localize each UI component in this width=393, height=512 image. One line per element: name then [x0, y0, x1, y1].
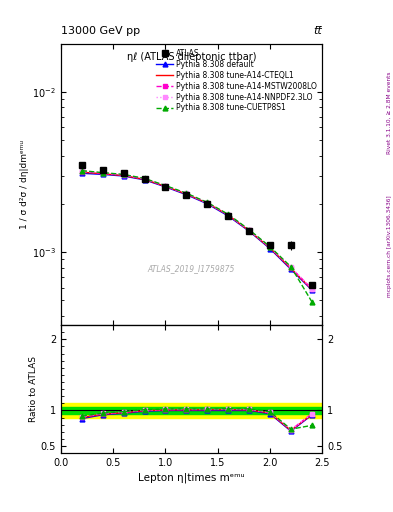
Pythia 8.308 tune-A14-CTEQL1: [205, 200, 209, 206]
Bar: [61, 403, 322, 418]
Pythia 8.308 default: [79, 170, 84, 176]
Pythia 8.308 default: [205, 201, 209, 207]
Pythia 8.308 tune-A14-CTEQL1: [142, 176, 147, 182]
Pythia 8.308 tune-A14-NNPDF2.3LO: [247, 227, 252, 233]
Text: ATLAS_2019_I1759875: ATLAS_2019_I1759875: [148, 264, 235, 273]
Pythia 8.308 tune-A14-MSTW2008LO: [121, 172, 126, 178]
Pythia 8.308 tune-A14-MSTW2008LO: [288, 265, 293, 271]
Pythia 8.308 tune-CUETP8S1: [268, 244, 272, 250]
Pythia 8.308 tune-A14-NNPDF2.3LO: [100, 170, 105, 176]
Text: ηℓ (ATLAS dileptonic ttbar): ηℓ (ATLAS dileptonic ttbar): [127, 52, 256, 62]
Pythia 8.308 tune-A14-NNPDF2.3LO: [142, 176, 147, 182]
Legend: ATLAS, Pythia 8.308 default, Pythia 8.308 tune-A14-CTEQL1, Pythia 8.308 tune-A14: ATLAS, Pythia 8.308 default, Pythia 8.30…: [155, 47, 318, 114]
Text: mcplots.cern.ch [arXiv:1306.3436]: mcplots.cern.ch [arXiv:1306.3436]: [387, 195, 392, 296]
Text: tt̅: tt̅: [314, 27, 322, 36]
Text: Rivet 3.1.10, ≥ 2.8M events: Rivet 3.1.10, ≥ 2.8M events: [387, 71, 392, 154]
Line: Pythia 8.308 tune-A14-NNPDF2.3LO: Pythia 8.308 tune-A14-NNPDF2.3LO: [80, 169, 314, 290]
Pythia 8.308 default: [100, 172, 105, 178]
Pythia 8.308 tune-A14-CTEQL1: [184, 191, 189, 197]
Pythia 8.308 tune-A14-MSTW2008LO: [226, 211, 231, 218]
Pythia 8.308 tune-A14-NNPDF2.3LO: [205, 200, 209, 206]
Pythia 8.308 tune-CUETP8S1: [79, 167, 84, 174]
Pythia 8.308 default: [288, 266, 293, 272]
Pythia 8.308 tune-CUETP8S1: [309, 298, 314, 305]
Pythia 8.308 tune-CUETP8S1: [163, 182, 168, 188]
Pythia 8.308 default: [184, 191, 189, 198]
Pythia 8.308 default: [163, 184, 168, 190]
Pythia 8.308 tune-A14-NNPDF2.3LO: [163, 183, 168, 189]
Pythia 8.308 tune-A14-CTEQL1: [79, 169, 84, 175]
Pythia 8.308 default: [268, 246, 272, 252]
Pythia 8.308 tune-CUETP8S1: [142, 175, 147, 181]
Pythia 8.308 tune-A14-MSTW2008LO: [163, 183, 168, 189]
Pythia 8.308 default: [226, 213, 231, 219]
Pythia 8.308 tune-CUETP8S1: [205, 199, 209, 205]
Pythia 8.308 tune-CUETP8S1: [121, 172, 126, 178]
Pythia 8.308 tune-A14-MSTW2008LO: [184, 190, 189, 197]
Pythia 8.308 tune-A14-NNPDF2.3LO: [226, 211, 231, 218]
Pythia 8.308 tune-A14-CTEQL1: [309, 286, 314, 292]
Pythia 8.308 tune-A14-MSTW2008LO: [309, 286, 314, 292]
Pythia 8.308 tune-CUETP8S1: [184, 190, 189, 196]
Line: Pythia 8.308 tune-A14-MSTW2008LO: Pythia 8.308 tune-A14-MSTW2008LO: [80, 170, 314, 290]
Pythia 8.308 tune-A14-NNPDF2.3LO: [288, 264, 293, 270]
Pythia 8.308 tune-A14-MSTW2008LO: [268, 244, 272, 250]
Pythia 8.308 tune-A14-MSTW2008LO: [142, 176, 147, 182]
X-axis label: Lepton η|times mᵉᵐᵘ: Lepton η|times mᵉᵐᵘ: [138, 472, 245, 483]
Bar: [61, 407, 322, 414]
Y-axis label: 1 / σ d²σ / dη|dmᵉᵐᵘ: 1 / σ d²σ / dη|dmᵉᵐᵘ: [20, 140, 29, 229]
Text: 13000 GeV pp: 13000 GeV pp: [61, 27, 140, 36]
Pythia 8.308 tune-CUETP8S1: [226, 211, 231, 218]
Pythia 8.308 tune-A14-NNPDF2.3LO: [184, 190, 189, 197]
Pythia 8.308 tune-A14-NNPDF2.3LO: [268, 244, 272, 250]
Pythia 8.308 default: [309, 287, 314, 293]
Line: Pythia 8.308 tune-CUETP8S1: Pythia 8.308 tune-CUETP8S1: [79, 168, 314, 304]
Pythia 8.308 tune-A14-NNPDF2.3LO: [309, 286, 314, 292]
Pythia 8.308 tune-A14-CTEQL1: [247, 227, 252, 233]
Pythia 8.308 tune-A14-MSTW2008LO: [247, 227, 252, 233]
Pythia 8.308 tune-A14-CTEQL1: [121, 173, 126, 179]
Pythia 8.308 tune-A14-NNPDF2.3LO: [121, 172, 126, 178]
Pythia 8.308 tune-A14-CTEQL1: [288, 265, 293, 271]
Pythia 8.308 tune-A14-MSTW2008LO: [205, 200, 209, 206]
Pythia 8.308 tune-A14-CTEQL1: [163, 183, 168, 189]
Y-axis label: Ratio to ATLAS: Ratio to ATLAS: [29, 356, 38, 422]
Pythia 8.308 tune-A14-MSTW2008LO: [79, 168, 84, 175]
Line: Pythia 8.308 tune-A14-CTEQL1: Pythia 8.308 tune-A14-CTEQL1: [82, 172, 312, 289]
Pythia 8.308 tune-A14-CTEQL1: [268, 245, 272, 251]
Pythia 8.308 tune-A14-CTEQL1: [226, 212, 231, 218]
Pythia 8.308 default: [142, 177, 147, 183]
Pythia 8.308 tune-CUETP8S1: [100, 169, 105, 176]
Pythia 8.308 tune-CUETP8S1: [288, 264, 293, 270]
Line: Pythia 8.308 default: Pythia 8.308 default: [79, 171, 314, 292]
Pythia 8.308 tune-A14-CTEQL1: [100, 170, 105, 177]
Pythia 8.308 default: [121, 173, 126, 179]
Pythia 8.308 tune-A14-MSTW2008LO: [100, 170, 105, 176]
Pythia 8.308 default: [247, 228, 252, 234]
Pythia 8.308 tune-CUETP8S1: [247, 226, 252, 232]
Pythia 8.308 tune-A14-NNPDF2.3LO: [79, 168, 84, 174]
